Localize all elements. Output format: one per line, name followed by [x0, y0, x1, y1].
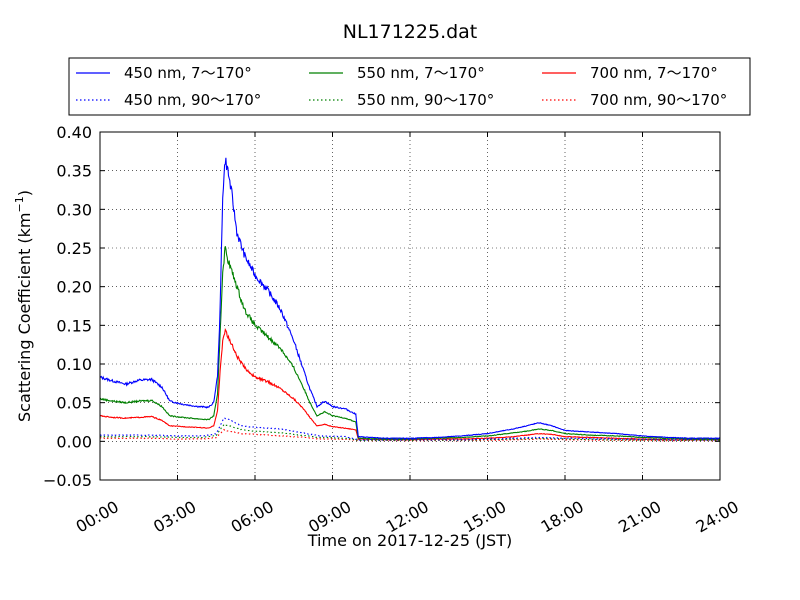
legend-items: 450 nm, 7～170° 450 nm, 90～170° 550 nm, 7～1…: [76, 64, 727, 109]
y-tick-label: 0.05: [56, 394, 92, 413]
legend-label: 550 nm, 7～170°: [357, 64, 485, 82]
series-line: [99, 157, 721, 440]
y-tick-label: 0.00: [56, 432, 92, 451]
y-axis-label: Scattering Coefficient (km−1): [13, 190, 34, 422]
x-tick-label: 21:00: [615, 497, 664, 537]
y-tick-label: 0.20: [56, 278, 92, 297]
legend-label: 700 nm, 7～170°: [590, 64, 718, 82]
y-axis-label-close: ): [15, 190, 34, 196]
x-tick-label: 00:00: [73, 497, 122, 537]
legend-label: 450 nm, 7～170°: [124, 64, 252, 82]
y-tick-label: 0.40: [56, 123, 92, 142]
legend: 450 nm, 7～170° 450 nm, 90～170° 550 nm, 7～1…: [68, 57, 751, 116]
plot-background: [100, 132, 720, 480]
x-tick-label: 18:00: [538, 497, 587, 537]
x-axis-label: Time on 2017-12-25 (JST): [307, 531, 512, 550]
series-line: [99, 417, 721, 441]
y-tick-label: −0.05: [43, 471, 92, 490]
legend-label: 450 nm, 90～170°: [124, 91, 261, 109]
chart-title: NL171225.dat: [343, 21, 478, 43]
legend-label: 550 nm, 90～170°: [357, 91, 494, 109]
y-axis-ticks: −0.05 0.00 0.05 0.10 0.15 0.20 0.25 0.30 0.35 0.4…: [43, 123, 720, 490]
y-tick-label: 0.35: [56, 162, 92, 181]
y-tick-label: 0.30: [56, 200, 92, 219]
x-tick-label: 06:00: [228, 497, 277, 537]
x-tick-label: 03:00: [150, 497, 199, 537]
y-axis-label-exponent: −1: [13, 196, 26, 212]
plot-area: −0.05 0.00 0.05 0.10 0.15 0.20 0.25 0.30 0.35 0.4…: [43, 123, 742, 537]
series-layer: [99, 157, 721, 442]
series-line: [99, 246, 721, 440]
y-axis-label-main: Scattering Coefficient (km: [15, 212, 34, 422]
legend-label: 700 nm, 90～170°: [590, 91, 727, 109]
x-tick-label: 24:00: [693, 497, 742, 537]
legend-frame: [68, 57, 751, 116]
y-tick-label: 0.25: [56, 239, 92, 258]
y-tick-label: 0.15: [56, 316, 92, 335]
y-tick-label: 0.10: [56, 355, 92, 374]
grid: [100, 132, 720, 480]
series-line: [99, 328, 720, 441]
